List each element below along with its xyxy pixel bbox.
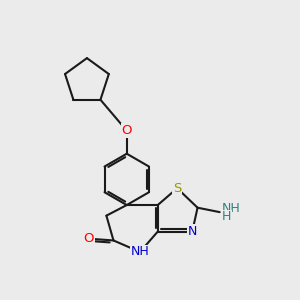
Text: NH: NH xyxy=(222,202,241,215)
Text: NH: NH xyxy=(131,245,149,259)
Text: O: O xyxy=(122,124,132,137)
Text: H: H xyxy=(222,210,232,224)
Text: N: N xyxy=(188,225,197,238)
Text: S: S xyxy=(173,182,182,195)
Text: O: O xyxy=(83,232,94,245)
